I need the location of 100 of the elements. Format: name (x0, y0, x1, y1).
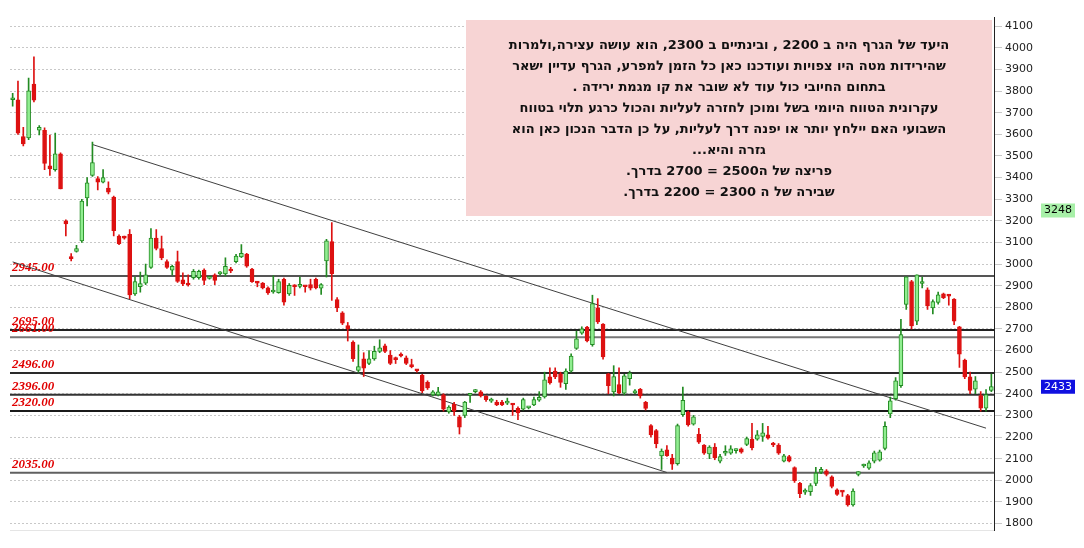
y-tick-label: 2400 (1005, 386, 1034, 400)
annotation: היעד של הגרף היה ב 2200 , ובינתיים ב 2300, הוא עושה עצירה,ולמרות (507, 36, 951, 54)
y-tick-label: 3700 (1005, 105, 1034, 119)
text: 3248 (1044, 203, 1073, 217)
candlestick (276, 278, 281, 294)
candlestick (58, 152, 63, 190)
candlestick (659, 448, 664, 470)
y-tick-label: 2800 (1005, 300, 1034, 314)
candlestick (473, 389, 478, 394)
y-tick-label: 3600 (1005, 127, 1034, 141)
y-tick-label: 3800 (1005, 83, 1034, 97)
y-tick-label: 3500 (1005, 148, 1034, 162)
candlestick (973, 376, 978, 395)
text: 2433 (1044, 379, 1073, 393)
candlestick (90, 141, 95, 177)
ref-line-label: 2496.00 (11, 355, 55, 371)
candlestick (824, 469, 829, 477)
candlestick (792, 466, 797, 483)
candlestick (356, 344, 361, 373)
candlestick (207, 276, 212, 280)
candlestick (409, 358, 414, 369)
candlestick (590, 294, 595, 347)
candlestick (760, 423, 765, 442)
y-tick-label: 3400 (1005, 170, 1034, 184)
ref-line-label: 2396.00 (11, 377, 55, 393)
candlestick (340, 311, 345, 325)
candlestick (74, 244, 79, 253)
candlestick (143, 263, 148, 285)
candlestick (372, 345, 377, 361)
candlestick (707, 445, 712, 459)
candlestick (345, 322, 351, 342)
y-tick-label: 2500 (1005, 365, 1034, 379)
y-tick-label: 2100 (1005, 451, 1034, 465)
candlestick (989, 373, 994, 392)
y-tick-label: 1800 (1005, 516, 1034, 530)
candlestick (574, 330, 579, 350)
candlestick (308, 278, 313, 291)
candlestick (302, 284, 308, 293)
candlestick (723, 445, 728, 456)
candlestick (606, 372, 611, 395)
candlestick (872, 450, 877, 464)
y-tick-label: 1900 (1005, 494, 1034, 508)
candlestick (42, 127, 47, 170)
candlestick (239, 244, 244, 258)
candlestick (925, 287, 930, 310)
candlestick (691, 415, 696, 426)
candlestick (393, 356, 398, 364)
annotation: גזרה והיא... (691, 141, 767, 159)
candlestick (754, 430, 760, 441)
candlestick (137, 271, 143, 293)
candlestick (457, 415, 462, 435)
candlestick (542, 371, 547, 399)
candlestick (441, 393, 446, 412)
candlestick (776, 443, 781, 455)
annotation: בתחום החיובי כול עוד לא שובר את קו מגמת ירידה . (571, 78, 887, 96)
candlestick (26, 77, 31, 141)
annotation: עקרונית הטווח היומי בשל ומוכן לחזרה לעליות והכול כרגע תלוי בטווח (518, 99, 940, 117)
candlestick (387, 350, 393, 365)
candlestick (467, 392, 473, 403)
candlestick (377, 339, 382, 354)
candlestick (627, 370, 632, 386)
candlestick (260, 282, 265, 290)
candlestick (292, 284, 297, 296)
y-tick-label: 4000 (1005, 40, 1034, 54)
candlestick (191, 269, 196, 280)
candlestick (675, 423, 680, 466)
annotation: שהירידות מטה היו צפויות ועודכנו כאן כל הזמן למפרע, הגרף עדיין ישאר (511, 57, 947, 75)
candlestick (324, 238, 329, 278)
candlestick (127, 229, 133, 299)
annotation: השבועי האם יילחץ יותר או יפנה דרך לעליות, על כן הדבר הנכון כאן הוא (510, 120, 948, 138)
candlestick (622, 374, 627, 396)
candlestick (877, 449, 882, 462)
annotation: שבירה של ה 2300 = 2200 בדרך. (622, 183, 836, 201)
candlestick (175, 250, 180, 283)
candlestick (893, 377, 898, 401)
y-tick-label: 2300 (1005, 408, 1034, 422)
candlestick (643, 401, 648, 411)
y-tick-label: 2200 (1005, 429, 1034, 443)
y-tick-label: 2600 (1005, 343, 1034, 357)
candlestick (744, 436, 750, 447)
candlestick (558, 371, 563, 388)
candlestick (957, 326, 962, 368)
candlestick (909, 279, 914, 330)
candlestick (223, 257, 228, 277)
candlestick (244, 252, 250, 268)
y-tick-label: 3900 (1005, 62, 1034, 76)
candlestick (106, 181, 111, 195)
y-tick-label: 3300 (1005, 192, 1034, 206)
y-tick-label: 3100 (1005, 235, 1034, 249)
y-tick-label: 2900 (1005, 278, 1034, 292)
candlestick (808, 483, 813, 496)
annotation: פריצה של ה2500 = 2700 בדרך. (625, 162, 833, 180)
candlestick (941, 292, 946, 299)
ref-line-label: 2035.00 (11, 455, 55, 471)
y-tick-label: 2000 (1005, 473, 1034, 487)
candlestick (425, 380, 430, 390)
y-tick-label: 2700 (1005, 321, 1034, 335)
y-tick-label: 4100 (1005, 19, 1034, 33)
candlestick (10, 92, 15, 107)
y-tick-label: 3200 (1005, 213, 1034, 227)
